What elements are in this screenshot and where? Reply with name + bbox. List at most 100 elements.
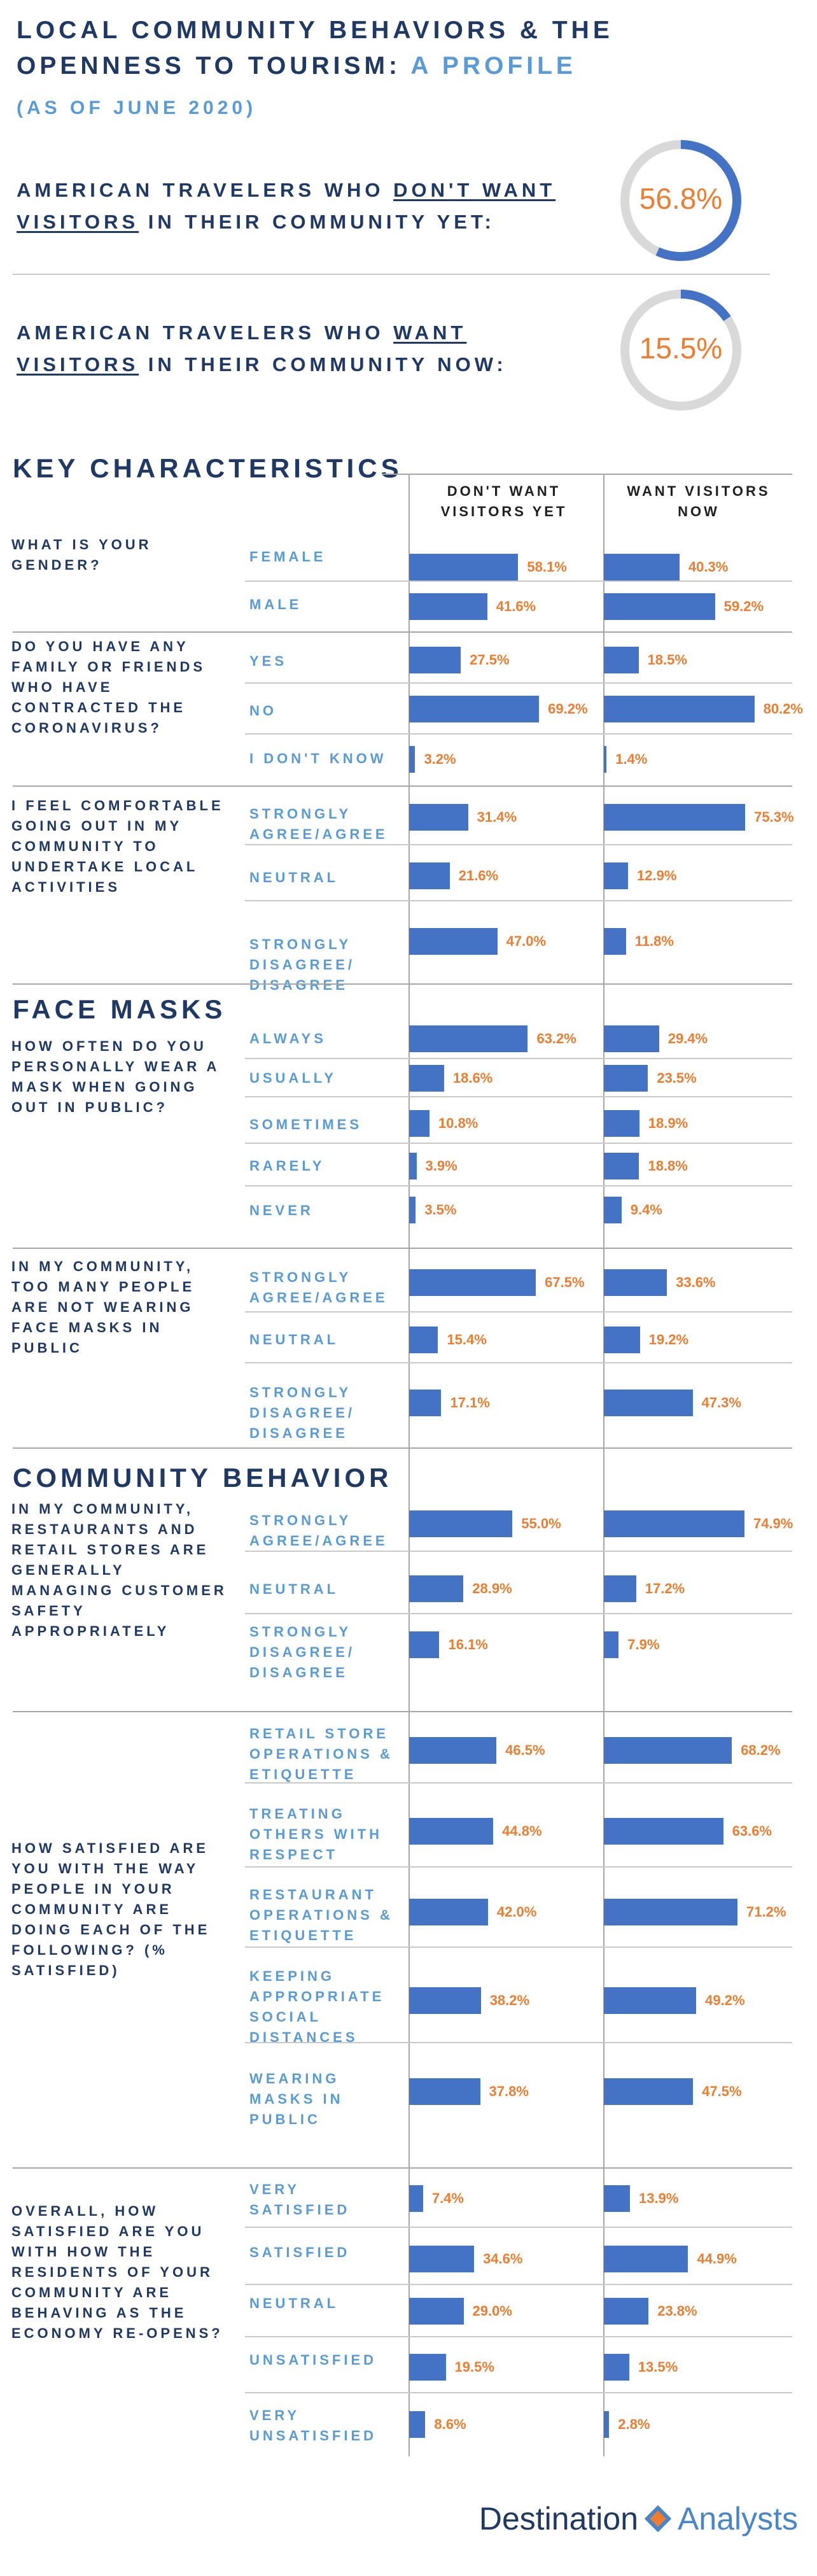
data-label: 10.8% [438,1115,478,1131]
bar-dont-want [409,1025,528,1052]
data-label: 58.1% [527,559,567,575]
data-label: 23.5% [657,1069,697,1086]
data-label: 19.5% [454,2359,494,2375]
data-label: 13.5% [638,2359,678,2375]
data-label: 18.5% [647,652,687,668]
row-separator [245,682,792,684]
answer-label: TREATING OTHERS WITH RESPECT [249,1806,382,1862]
bar-dont-want [409,1575,464,1602]
data-label: 17.1% [450,1395,490,1411]
bar-dont-want [409,593,487,620]
bar-dont-want [409,695,540,722]
row-separator [245,1782,792,1784]
data-label: 12.9% [637,868,677,883]
donut-value: 56.8% [639,182,722,215]
row-separator [245,1362,792,1363]
stat-dont-want-text: AMERICAN TRAVELERS WHO DON'T WANT VISITO… [17,179,556,233]
brand-logo: Destination Analysts [479,2490,798,2547]
answer-label: RARELY [249,1158,325,1174]
donut-fill [620,140,741,261]
answer-label: STRONGLY AGREE/AGREE [249,806,388,842]
row-separator [245,1866,792,1868]
data-label: 47.0% [506,933,547,949]
diamond-logo-icon [644,2505,672,2533]
question-separator [13,2167,792,2169]
answer-label: NEUTRAL [249,869,339,885]
bar-want [604,1390,693,1416]
donut-value: 15.5% [639,332,722,365]
bar-dont-want [409,1390,442,1416]
bar-dont-want [409,1818,494,1845]
answer-label: VERY SATISFIED [249,2181,351,2218]
bar-want [604,1064,648,1092]
row-separator [245,2042,792,2043]
question-label: HOW SATISFIED ARE YOU WITH THE WAY PEOPL… [11,1840,211,1978]
stat-want-text: AMERICAN TRAVELERS WHO WANT VISITORS IN … [17,321,507,376]
data-label: 40.3% [688,559,729,575]
answer-label: VERY UNSATISFIED [249,2407,377,2444]
bar-dont-want [409,2078,480,2105]
data-label: 33.6% [676,1274,716,1290]
bar-want [604,2246,688,2272]
row-separator [245,1096,792,1097]
answer-label: NO [249,703,277,719]
bar-want [604,2354,629,2381]
answer-label: NEUTRAL [249,2295,339,2311]
stat-emphasis: DON'T WANT [393,179,556,201]
row-separator [245,1613,792,1614]
section-face-masks: FACE MASKS [13,994,227,1024]
data-label: 71.2% [746,1904,786,1920]
bar-want [604,2078,694,2105]
bar-want [604,1631,619,1658]
data-label: 7.4% [431,2190,464,2206]
answer-label: STRONGLY AGREE/AGREE [249,1269,388,1306]
bar-dont-want [409,1737,497,1764]
data-label: 8.6% [434,2416,466,2432]
row-separator [245,1058,792,1059]
row-separator [245,844,792,845]
section-community-behavior: COMMUNITY BEHAVIOR [13,1463,393,1493]
data-label: 23.8% [657,2303,697,2319]
data-label: 3.2% [424,750,456,767]
stat-emphasis-2: VISITORS [17,353,139,376]
bar-want [604,928,626,955]
data-label: 75.3% [754,809,794,825]
bar-dont-want [409,2246,475,2272]
row-separator [245,1551,792,1552]
section-key-characteristics: KEY CHARACTERISTICS [13,453,403,483]
data-label: 49.2% [705,1992,745,2008]
title-line-2-part-1: OPENNESS TO TOURISM: [17,52,401,80]
data-label: 16.1% [448,1636,488,1652]
bar-want [604,2298,649,2325]
column-header-dont-want: DON'T WANT VISITORS YET [440,483,568,519]
donut-dont-want: 56.8% [620,140,741,261]
answer-label: USUALLY [249,1070,337,1086]
bar-dont-want [409,1110,429,1137]
answer-label: RETAIL STORE OPERATIONS & ETIQUETTE [249,1726,393,1782]
answer-label: NEVER [249,1202,314,1218]
bar-dont-want [409,2411,426,2438]
data-label: 74.9% [753,1516,793,1531]
data-label: 2.8% [618,2416,650,2432]
data-label: 15.4% [447,1332,487,1348]
row-separator [245,2284,792,2285]
question-label: IN MY COMMUNITY, RESTAURANTS AND RETAIL … [11,1501,227,1639]
data-label: 27.5% [470,652,510,668]
data-label: 3.9% [425,1158,457,1174]
bar-want [604,1025,659,1052]
data-label: 11.8% [634,933,674,949]
data-label: 37.8% [489,2083,529,2099]
bar-want [604,2185,630,2212]
bar-want [604,647,639,673]
data-label: 18.9% [648,1115,688,1131]
row-separator [245,733,792,735]
bar-want [604,2411,610,2438]
bar-want [604,1899,738,1925]
column-header-want: WANT VISITORS NOW [627,483,771,519]
bar-want [604,1197,622,1223]
data-label: 55.0% [521,1516,561,1531]
row-separator [245,1946,792,1948]
question-separator [13,1711,792,1712]
row-separator [245,1185,792,1186]
row-separator [245,900,792,901]
